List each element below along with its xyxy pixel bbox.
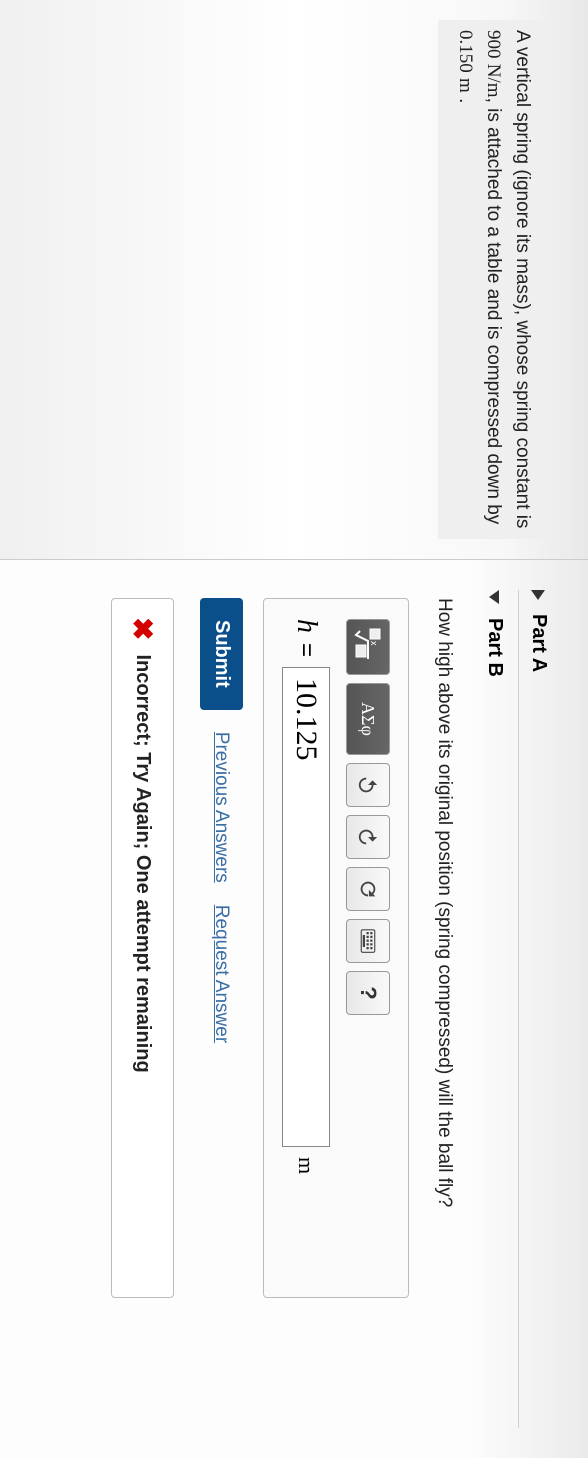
equals-sign: = [292,643,320,657]
reset-button[interactable] [346,867,390,911]
problem-mid: , is attached to a table and is compress… [484,98,505,525]
redo-button[interactable] [346,815,390,859]
part-b-label: Part B [483,618,506,677]
x-value: 0.150 [455,30,476,73]
previous-answers-link[interactable]: Previous Answers [211,732,233,883]
request-answer-link[interactable]: Request Answer [211,905,233,1043]
question-text: How high above its original position (sp… [433,598,455,1428]
k-value: 900 [484,30,505,59]
caret-down-icon [490,590,500,604]
part-b-header[interactable]: Part B [475,590,514,1428]
feedback-text: Incorrect; Try Again; One attempt remain… [131,654,154,1072]
actions-row: Submit Previous Answers Request Answer [200,598,243,1428]
problem-text: A vertical spring (ignore its mass), who… [439,20,549,539]
part-a-label: Part A [527,614,550,672]
part-a-header[interactable]: Part A [518,590,558,1428]
problem-suffix: . [455,98,476,103]
answer-row: h = m [282,619,330,1277]
k-unit: N/m [484,64,505,98]
variable-label: h [290,619,322,633]
incorrect-icon: ✖ [126,617,159,640]
x-unit: m [455,78,476,93]
greek-button[interactable]: ΑΣφ [346,683,390,755]
problem-prefix: A vertical spring (ignore its mass), who… [512,30,533,528]
submit-button[interactable]: Submit [200,598,243,710]
templates-button[interactable]: x [346,619,390,675]
help-button[interactable]: ? [346,971,390,1015]
unit-label: m [293,1157,319,1174]
answer-input[interactable] [282,667,330,1147]
caret-right-icon [532,590,546,600]
answer-box: x ΑΣφ [263,598,409,1298]
feedback-box: ✖ Incorrect; Try Again; One attempt rema… [111,598,174,1298]
part-b-body: How high above its original position (sp… [111,590,471,1428]
undo-button[interactable] [346,763,390,807]
toolbar: x ΑΣφ [346,619,390,1277]
problem-panel: A vertical spring (ignore its mass), who… [0,0,588,560]
keyboard-button[interactable] [346,919,390,963]
svg-text:x: x [369,641,379,646]
answer-panel: Part A Part B How high above its origina… [0,560,588,1458]
